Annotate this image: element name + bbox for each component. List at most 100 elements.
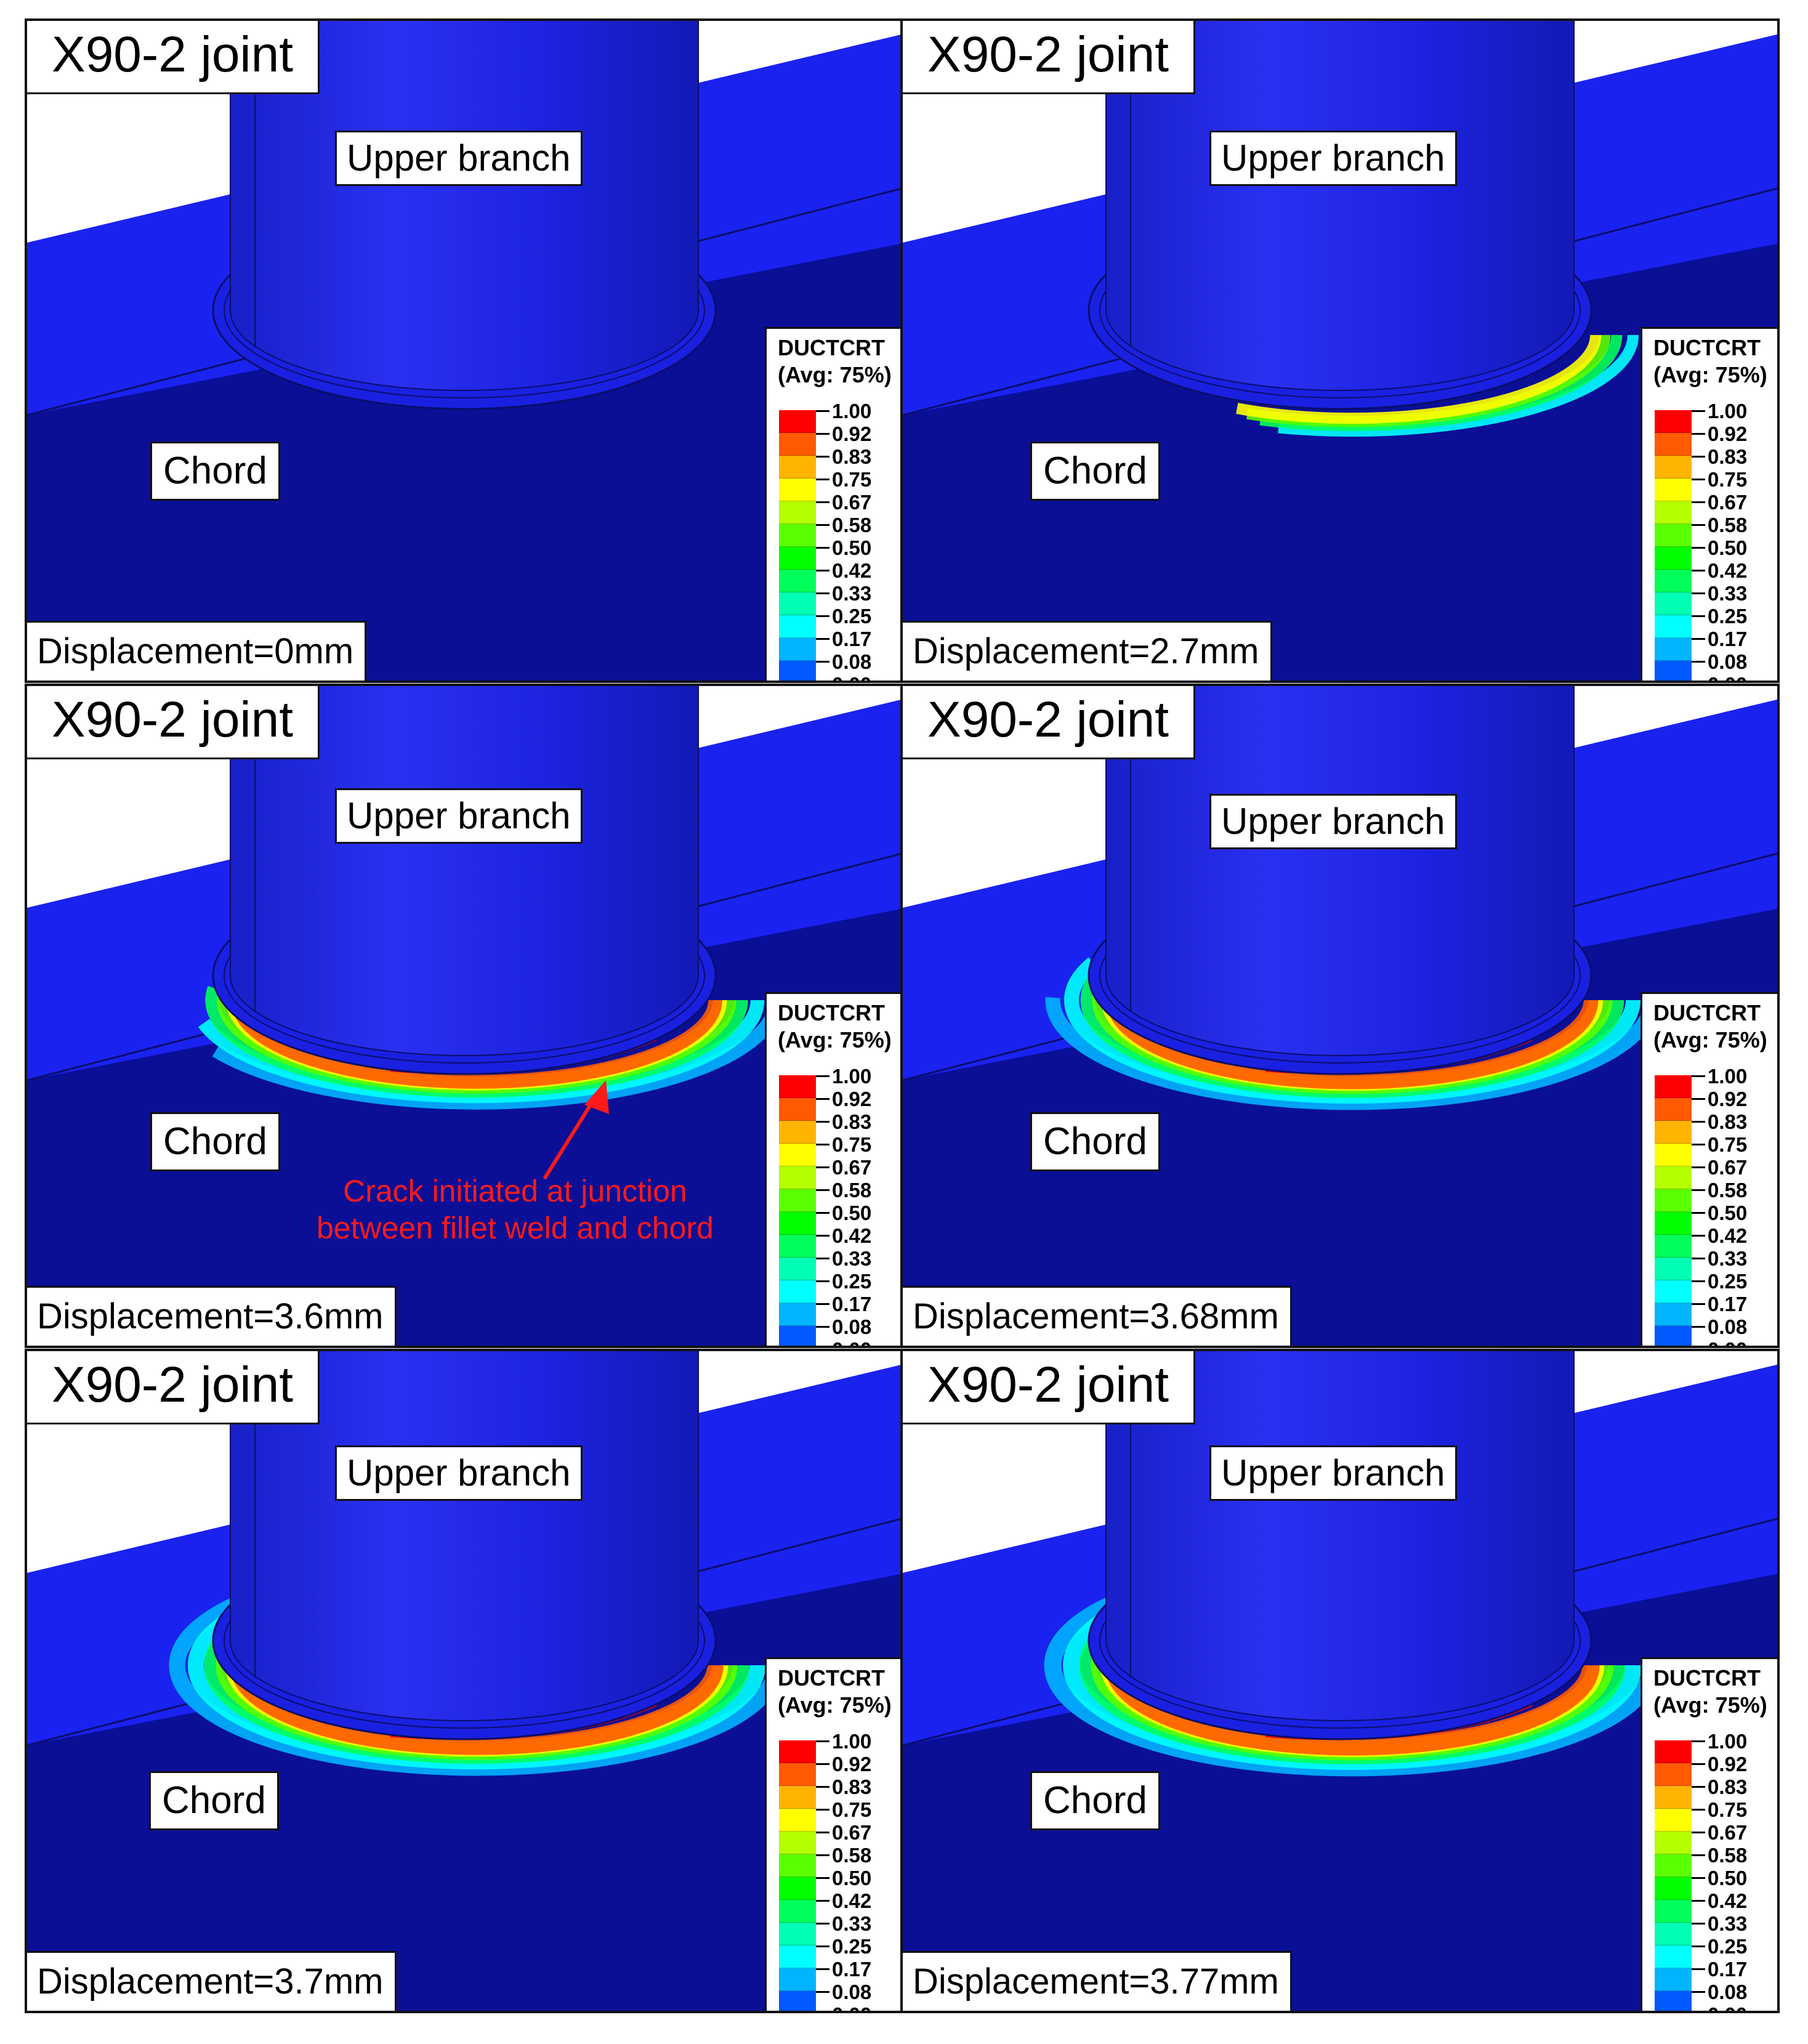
- legend-swatch: [779, 1763, 816, 1786]
- legend-swatch: [1655, 1212, 1692, 1235]
- legend-value: 0.25: [1708, 1935, 1748, 1958]
- legend-value: 0.33: [832, 582, 872, 605]
- legend-tick: [1692, 1121, 1705, 1123]
- legend-tick: [1692, 1326, 1705, 1328]
- legend-colorbar: [1655, 410, 1692, 681]
- legend-value: 0.33: [1708, 1912, 1748, 1935]
- legend-title: DUCTCRT: [1653, 335, 1761, 360]
- legend-tick: [1692, 1212, 1705, 1214]
- upper-branch-label: Upper branch: [335, 131, 583, 186]
- legend-tick: [816, 1923, 829, 1925]
- legend-swatch: [779, 1740, 816, 1763]
- legend-value: 1.00: [832, 1730, 872, 1753]
- legend-tick: [1692, 1945, 1705, 1947]
- legend-value: 0.17: [832, 1293, 872, 1315]
- legend-tick: [1692, 638, 1705, 640]
- legend-subtitle: (Avg: 75%): [1653, 1692, 1767, 1718]
- legend-swatch: [1655, 410, 1692, 433]
- legend-value: 0.67: [832, 1156, 872, 1179]
- legend-tick: [816, 1832, 829, 1833]
- legend-tick: [1692, 410, 1705, 412]
- legend-swatch: [1655, 1900, 1692, 1923]
- legend-tick: [816, 661, 829, 663]
- legend-title: DUCTCRT: [778, 335, 885, 360]
- legend-subtitle: (Avg: 75%): [778, 1027, 892, 1052]
- legend-swatch: [779, 1991, 816, 2011]
- legend-swatch: [779, 1280, 816, 1303]
- legend-value: 0.83: [1708, 1110, 1748, 1133]
- legend-tick: [1692, 433, 1705, 435]
- displacement-label: Displacement=3.68mm: [903, 1286, 1292, 1346]
- legend-tick: [816, 1786, 829, 1788]
- legend-value: 0.58: [832, 514, 872, 536]
- fe-model-render: [27, 686, 902, 1346]
- chord-label: Chord: [149, 1771, 279, 1830]
- legend-tick: [816, 1121, 829, 1123]
- legend-value: 0.08: [832, 650, 872, 673]
- upper-branch-tube: [230, 1351, 699, 1721]
- legend-swatch: [779, 1098, 816, 1121]
- legend-value: 0.08: [1708, 1981, 1748, 2003]
- legend-swatch: [1655, 1786, 1692, 1809]
- legend-tick: [1692, 1877, 1705, 1879]
- legend-tick: [1692, 1854, 1705, 1856]
- legend-value: 0.08: [832, 1981, 872, 2003]
- legend-tick: [816, 410, 829, 412]
- legend-value: 0.33: [832, 1912, 872, 1935]
- legend-tick: [1692, 1166, 1705, 1168]
- upper-branch-tube: [1105, 1351, 1575, 1721]
- legend-swatch: [1655, 479, 1692, 501]
- legend-swatch: [1655, 1854, 1692, 1877]
- upper-branch-label: Upper branch: [335, 788, 583, 844]
- legend-tick: [1692, 547, 1705, 549]
- legend-tick: [1692, 1763, 1705, 1765]
- legend-tick: [816, 1235, 829, 1237]
- legend-value: 0.83: [832, 445, 872, 468]
- legend-value: 0.33: [1708, 582, 1748, 605]
- upper-branch-tube: [230, 21, 699, 391]
- legend-tick: [816, 1809, 829, 1811]
- legend-swatch: [779, 1832, 816, 1854]
- legend-value: 0.75: [832, 468, 872, 491]
- legend-tick: [1692, 1235, 1705, 1237]
- legend-tick: [816, 1900, 829, 1902]
- crack-annotation-line1: Crack initiated at junction: [343, 1174, 687, 1208]
- legend-swatch: [1655, 1098, 1692, 1121]
- panel-title: X90-2 joint: [903, 1351, 1196, 1424]
- legend-tick: [1692, 1900, 1705, 1902]
- legend-value: 0.67: [1708, 1156, 1748, 1179]
- legend-swatch: [1655, 1832, 1692, 1854]
- fe-model-render: [27, 21, 902, 681]
- legend-value: 0.25: [832, 1935, 872, 1958]
- legend-tick: [1692, 1098, 1705, 1100]
- legend-swatch: [779, 410, 816, 433]
- fe-panel: X90-2 joint Upper branch Chord Displacement…: [900, 684, 1780, 1348]
- fe-panel: X90-2 joint Upper branch Chord Displacement…: [900, 18, 1780, 683]
- damage-contour: [1103, 246, 1602, 424]
- legend-swatch: [779, 592, 816, 615]
- crack-arrow: [543, 1080, 609, 1180]
- legend-title: DUCTCRT: [1653, 1665, 1761, 1691]
- legend-tick: [816, 570, 829, 572]
- legend-swatch: [1655, 570, 1692, 592]
- upper-branch-tube: [1105, 21, 1575, 391]
- legend-tick: [816, 592, 829, 594]
- legend-value: 0.92: [1708, 422, 1748, 445]
- legend-tick: [1692, 615, 1705, 617]
- legend-swatch: [779, 1235, 816, 1258]
- legend-swatch: [779, 456, 816, 479]
- legend-tick: [816, 524, 829, 526]
- legend-value: 0.00: [832, 674, 871, 681]
- legend-value: 0.17: [1708, 1293, 1748, 1315]
- legend-swatch: [779, 1968, 816, 1991]
- legend-swatch: [1655, 1326, 1692, 1346]
- legend-swatch: [1655, 638, 1692, 661]
- fe-panel: X90-2 joint Upper branch Chord Displacement…: [900, 1349, 1780, 2013]
- legend-subtitle: (Avg: 75%): [778, 1692, 892, 1718]
- legend-tick: [816, 479, 829, 480]
- legend-swatch: [1655, 501, 1692, 524]
- legend-value: 0.50: [832, 536, 872, 559]
- legend-tick: [816, 1075, 829, 1077]
- legend-colorbar: [1655, 1740, 1692, 2011]
